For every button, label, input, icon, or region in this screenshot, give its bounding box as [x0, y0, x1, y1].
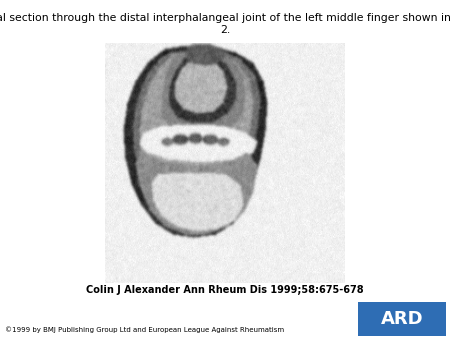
Text: ARD: ARD	[381, 310, 423, 328]
FancyBboxPatch shape	[358, 302, 446, 336]
Text: Coronal section through the distal interphalangeal joint of the left middle fing: Coronal section through the distal inter…	[0, 13, 450, 23]
Text: 2.: 2.	[220, 25, 230, 35]
Text: Colin J Alexander Ann Rheum Dis 1999;58:675-678: Colin J Alexander Ann Rheum Dis 1999;58:…	[86, 285, 364, 295]
Text: ©1999 by BMJ Publishing Group Ltd and European League Against Rheumatism: ©1999 by BMJ Publishing Group Ltd and Eu…	[5, 326, 284, 333]
